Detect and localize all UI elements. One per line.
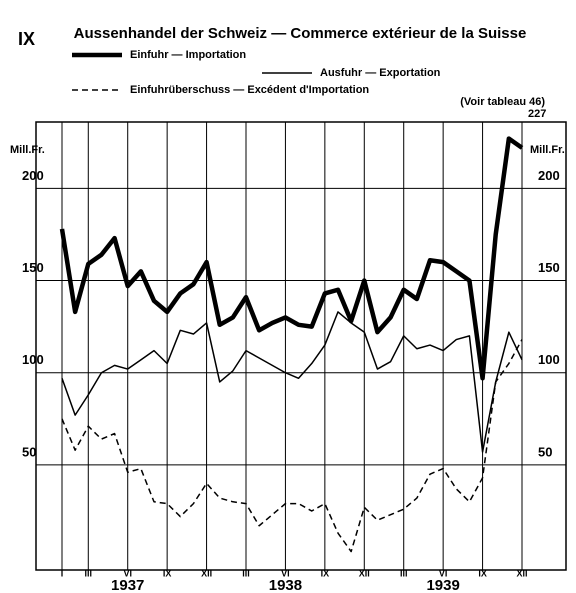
annotation: 227 [528, 108, 546, 120]
x-tick-label: XII [359, 568, 370, 578]
x-tick-label: IX [163, 568, 172, 578]
series-line [59, 136, 524, 381]
y-tick-label-right: 200 [538, 168, 560, 183]
y-tick-label: 200 [22, 168, 44, 183]
series-line [61, 339, 523, 553]
y-label-right: Mill.Fr. [530, 144, 565, 156]
x-tick-label: III [400, 568, 408, 578]
x-tick-label: IX [478, 568, 487, 578]
y-tick-label-right: 50 [538, 444, 552, 459]
legend-label: Ausfuhr — Exportation [320, 67, 441, 79]
year-label: 1939 [426, 577, 459, 593]
series-line [61, 311, 523, 453]
year-label: 1938 [269, 577, 302, 593]
y-tick-label-right: 100 [538, 352, 560, 367]
y-tick-label: 150 [22, 260, 44, 275]
x-tick-label: IX [321, 568, 330, 578]
chart-number: IX [18, 29, 35, 49]
y-tick-label: 50 [22, 444, 36, 459]
year-label: 1937 [111, 577, 144, 593]
x-tick-label: XII [201, 568, 212, 578]
y-label: Mill.Fr. [10, 144, 45, 156]
legend-label: Einfuhr — Importation [130, 49, 246, 61]
x-tick-label: VI [281, 568, 290, 578]
chart-title: Aussenhandel der Schweiz — Commerce exté… [74, 25, 527, 42]
x-tick-label: I [61, 568, 64, 578]
y-tick-label: 100 [22, 352, 44, 367]
x-tick-label: XII [516, 568, 527, 578]
plot-frame [35, 121, 567, 571]
x-tick-label: III [242, 568, 250, 578]
y-tick-label-right: 150 [538, 260, 560, 275]
chart-subtitle: (Voir tableau 46) [460, 96, 545, 108]
x-tick-label: III [85, 568, 93, 578]
x-tick-label: VI [439, 568, 448, 578]
x-tick-label: VI [123, 568, 132, 578]
legend-label: Einfuhrüberschuss — Excédent d'Importati… [130, 84, 369, 96]
